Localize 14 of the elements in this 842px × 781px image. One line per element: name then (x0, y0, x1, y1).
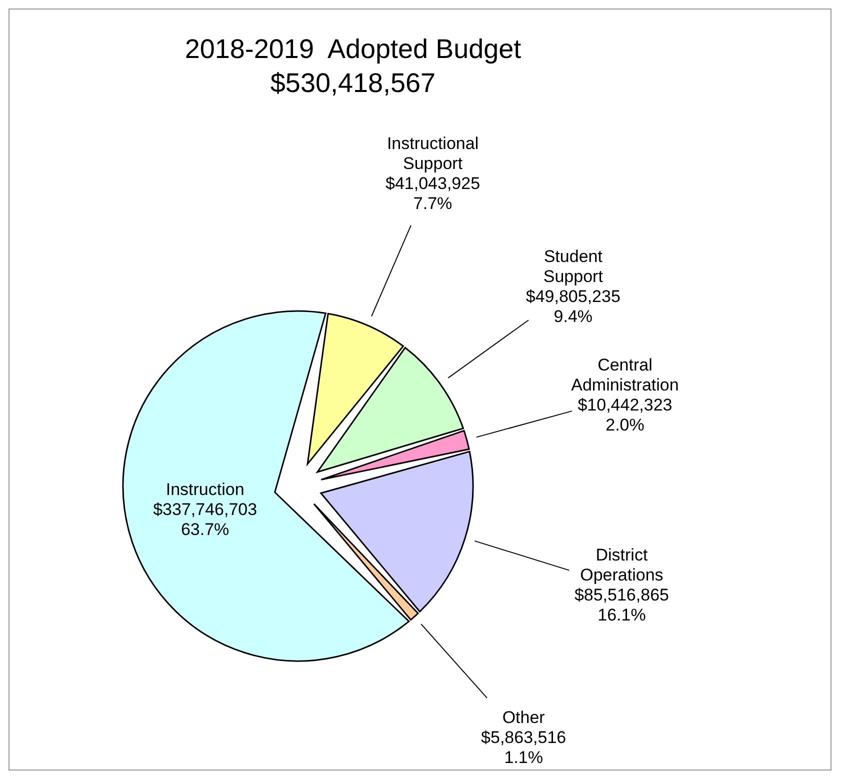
slice-label: District Operations (580, 546, 664, 586)
data-label: $85,516,865 16.1% (574, 586, 669, 626)
data-label: $41,043,925 7.7% (386, 174, 480, 214)
slice-label: Student Support (543, 247, 604, 286)
chart-subtitle: $530,418,567 (270, 68, 436, 98)
slice-label: Instruction (166, 480, 244, 500)
data-label: $5,863,516 1.1% (481, 728, 566, 768)
data-label: $49,805,235 9.4% (526, 287, 620, 326)
slice-label: Central Administration (571, 356, 679, 396)
chart-title: 2018-2019 Adopted Budget (184, 34, 522, 64)
data-label: $10,442,323 2.0% (578, 396, 672, 436)
slice-label: Other (502, 708, 546, 728)
slice-label: Instructional Support (386, 134, 479, 174)
data-label: $337,746,703 63.7% (153, 500, 258, 540)
